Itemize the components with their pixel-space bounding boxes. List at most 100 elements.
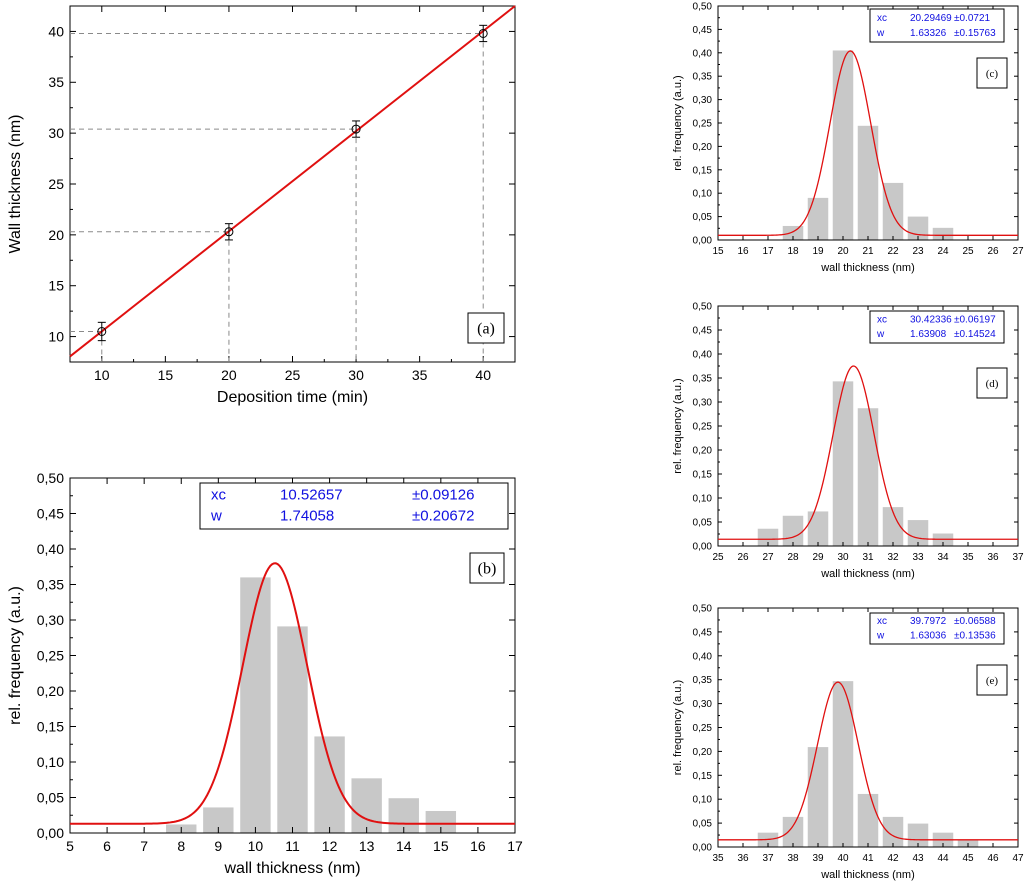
fit-stats-frame: [869, 612, 1005, 645]
panel-e-histogram: 35 36 37 38 39 40 41 42 43 44 45 46 47 0,00 0,05 0,10 0,…: [672, 604, 1024, 882]
x-tick-label: 30: [348, 367, 364, 383]
y-tick-label: 0,10: [693, 795, 713, 806]
histogram-bar: [832, 50, 854, 241]
x-tick-label: 10: [248, 838, 264, 854]
xc-error: ±0.06197: [954, 315, 996, 326]
x-tick-label: 24: [937, 246, 949, 257]
y-tick-label: 0,40: [693, 651, 713, 662]
x-tick-label: 30: [837, 552, 849, 563]
y-axis-label: rel. frequency (a.u.): [7, 586, 24, 725]
panel-d-histogram: 25 26 27 28 29 30 31 32 33 34 35 36 37 0,00 0,05 0,10 0,…: [672, 302, 1024, 581]
y-tick-label: 0,50: [693, 2, 713, 13]
y-tick-label: 0,00: [693, 843, 713, 854]
xc-label: xc: [877, 616, 887, 627]
y-tick-label: 0,45: [693, 627, 713, 638]
x-tick-label: 38: [787, 853, 799, 864]
x-tick-label: 35: [412, 367, 428, 383]
data-point: [478, 28, 488, 38]
x-tick-label: 43: [912, 853, 924, 864]
y-tick-label: 0,15: [693, 470, 713, 481]
y-tick-label: 25: [48, 176, 64, 192]
w-error: ±0.15763: [954, 28, 996, 39]
histogram-bar: [314, 736, 345, 833]
histogram-bar: [240, 577, 271, 833]
x-tick-label: 35: [962, 552, 974, 563]
histogram-bar: [932, 227, 954, 240]
histogram-bar: [882, 507, 904, 546]
data-point: [351, 124, 361, 134]
x-tick-label: 9: [214, 838, 222, 854]
x-tick-label: 20: [837, 246, 849, 257]
y-tick-label: 0,05: [693, 212, 713, 223]
x-tick-label: 20: [221, 367, 237, 383]
x-axis-label: Deposition time (min): [217, 389, 368, 406]
panel-c-histogram: 15 16 17 18 19 20 21 22 23 24 25 26 27 0,00 0,05 0,10 0,…: [672, 2, 1024, 275]
y-tick-label: 0,05: [693, 819, 713, 830]
x-tick-label: 14: [396, 838, 412, 854]
panel-label: (c): [986, 68, 999, 80]
x-tick-label: 47: [1012, 853, 1024, 864]
x-tick-label: 46: [987, 853, 999, 864]
y-tick-label: 30: [48, 125, 64, 141]
x-tick-label: 18: [787, 246, 799, 257]
y-axis-label: Wall thickness (nm): [7, 115, 24, 254]
xc-error: ±0.09126: [412, 487, 474, 504]
histogram-bar: [882, 816, 904, 847]
y-axis-label: rel. frequency (a.u.): [672, 75, 684, 170]
x-tick-label: 36: [737, 853, 749, 864]
panel-a-deposition-chart: 10 15 20 25 30 35 40 10 15 20 25 30 35 40 Deposition t…: [7, 5, 516, 406]
x-tick-label: 16: [470, 838, 486, 854]
y-tick-label: 0,15: [693, 165, 713, 176]
x-tick-label: 41: [862, 853, 874, 864]
panel-label: (a): [477, 321, 495, 338]
fit-stats-box: xc 39.7972 ±0.06588 w 1.63036 ±0.13536: [869, 612, 1005, 645]
y-tick-label: 0,25: [693, 723, 713, 734]
y-tick-label: 40: [48, 23, 64, 39]
y-tick-label: 0,10: [37, 754, 64, 770]
histogram-bar: [832, 381, 854, 546]
panel-label-box: [976, 664, 1008, 696]
histogram-bar: [757, 528, 779, 546]
x-tick-label: 34: [937, 552, 949, 563]
xc-label: xc: [211, 487, 227, 504]
x-tick-label: 25: [285, 367, 301, 383]
x-tick-label: 16: [737, 246, 749, 257]
y-tick-label: 0,15: [693, 771, 713, 782]
histogram-bar: [351, 778, 382, 833]
y-tick-label: 0,00: [693, 236, 713, 247]
w-label: w: [210, 508, 222, 525]
y-tick-label: 0,00: [693, 542, 713, 553]
histogram-bar: [907, 823, 929, 847]
panel-label-box: [976, 57, 1008, 89]
panel-b-histogram: 5 6 7 8 9 10 11 12 13 14 15 16 17 0,00 0,05 0,10 0,15 0,2…: [7, 470, 523, 877]
histogram-bar: [857, 793, 879, 847]
data-point: [97, 326, 107, 336]
linear-fit-line: [69, 5, 516, 358]
x-axis-label: wall thickness (nm): [820, 262, 915, 274]
x-tick-label: 31: [862, 552, 874, 563]
y-tick-label: 0,35: [693, 374, 713, 385]
fit-stats-frame: [199, 482, 509, 530]
y-tick-label: 0,35: [37, 576, 64, 592]
y-tick-label: 0,45: [693, 25, 713, 36]
histogram-bar: [832, 681, 854, 847]
w-label: w: [876, 28, 885, 39]
data-point: [224, 227, 234, 237]
histogram-bar: [807, 197, 829, 240]
histogram-bar: [807, 747, 829, 847]
y-tick-label: 0,20: [693, 446, 713, 457]
y-tick-label: 0,45: [693, 326, 713, 337]
x-tick-label: 5: [66, 838, 74, 854]
x-axis-label: wall thickness (nm): [820, 869, 915, 881]
x-tick-label: 13: [359, 838, 375, 854]
x-tick-label: 37: [762, 853, 774, 864]
fit-stats-box: xc 10.52657 ±0.09126 w 1.74058 ±0.20672: [199, 482, 509, 530]
y-tick-label: 0,35: [693, 675, 713, 686]
x-tick-label: 27: [762, 552, 774, 563]
xc-value: 30.42336: [910, 315, 952, 326]
histogram-bar: [807, 511, 829, 546]
y-tick-label: 20: [48, 227, 64, 243]
fit-stats-frame: [869, 8, 1005, 43]
y-tick-label: 0,05: [693, 518, 713, 529]
